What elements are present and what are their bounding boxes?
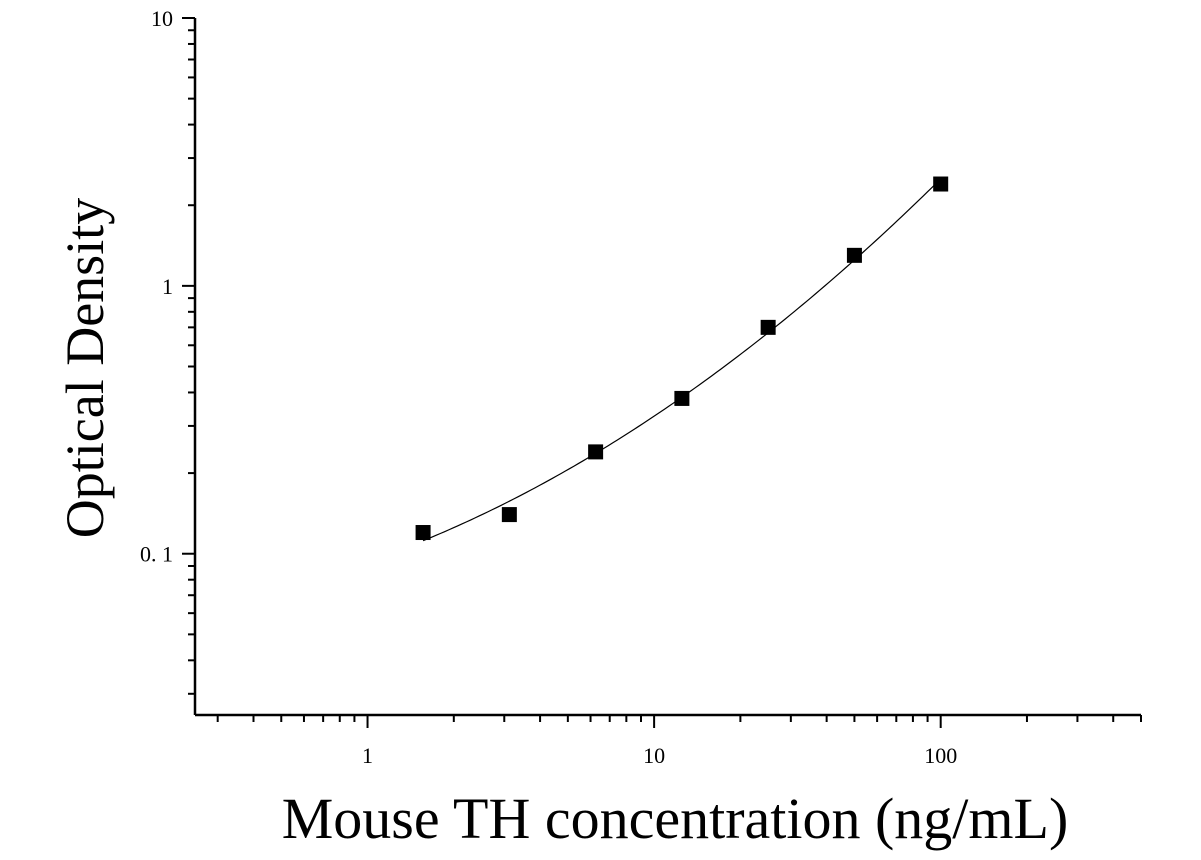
- y-axis-title: Optical Density: [55, 198, 115, 538]
- data-points: [415, 176, 949, 541]
- data-point: [933, 176, 949, 192]
- fit-curve: [422, 178, 942, 542]
- x-tick-label: 1: [362, 743, 373, 768]
- data-point: [415, 525, 431, 541]
- x-tick-label: 100: [924, 743, 957, 768]
- data-point: [501, 507, 517, 523]
- x-tick-label: 10: [643, 743, 665, 768]
- tick-labels: 1 10 100 10 1 0. 1: [140, 6, 957, 768]
- data-point: [846, 247, 862, 263]
- data-point: [760, 319, 776, 335]
- y-tick-label: 0. 1: [140, 542, 173, 567]
- y-tick-label: 10: [151, 6, 173, 31]
- data-point: [674, 390, 690, 406]
- y-tick-label: 1: [162, 274, 173, 299]
- ticks: [182, 17, 1142, 728]
- x-axis-title: Mouse TH concentration (ng/mL): [282, 786, 1069, 851]
- data-point: [588, 444, 604, 460]
- axes: [193, 18, 1141, 717]
